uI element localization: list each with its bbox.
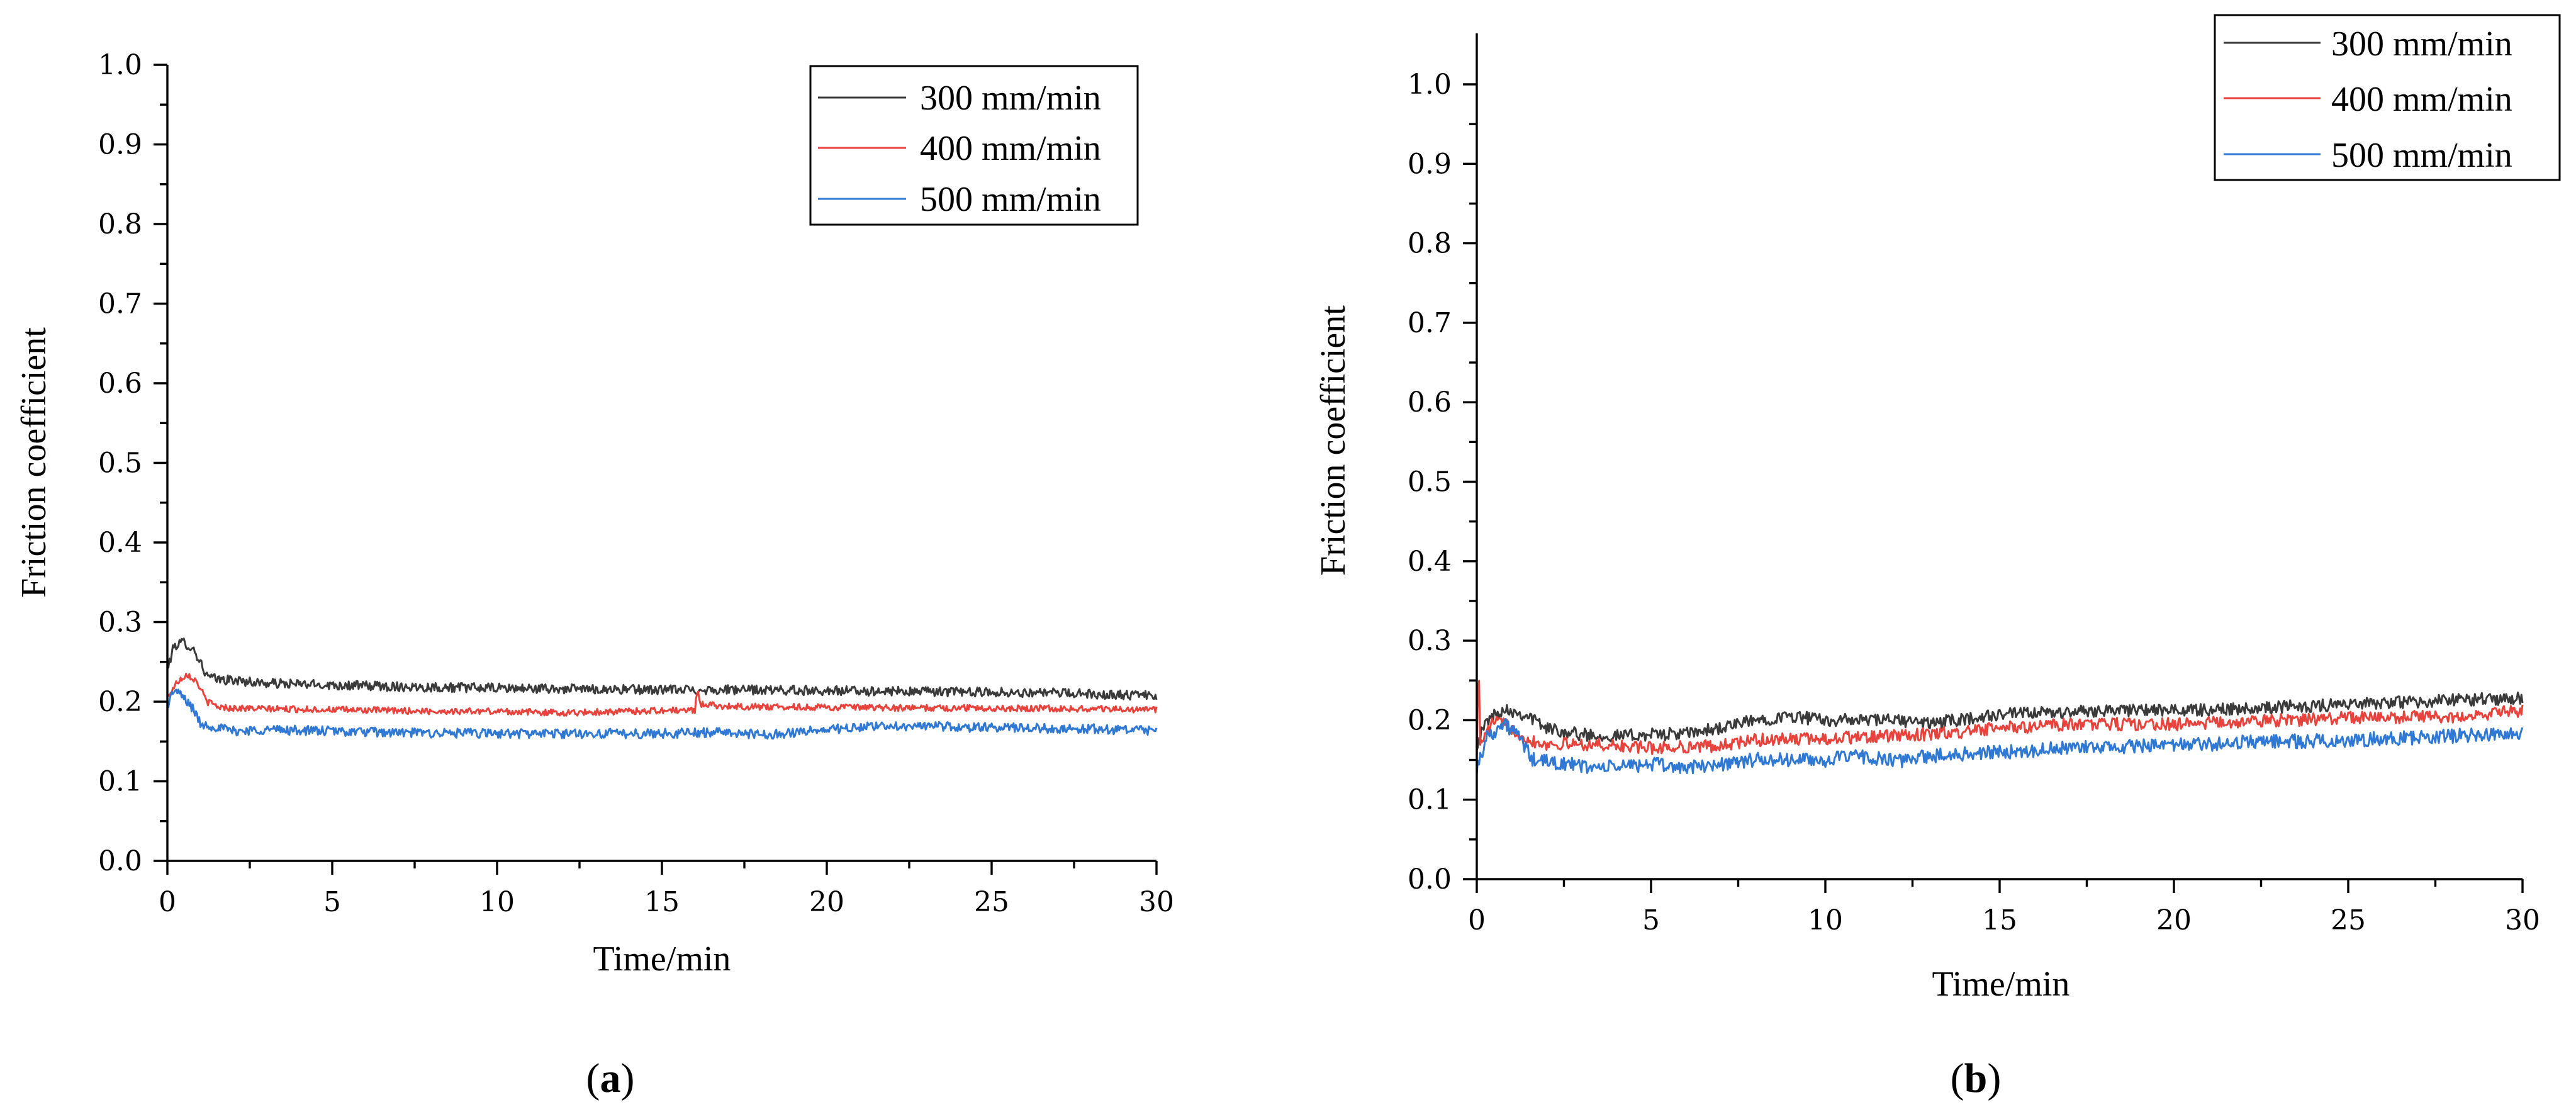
y-tick-label: 0.5 — [98, 447, 142, 480]
legend-label-b-400: 400 mm/min — [2331, 80, 2512, 119]
x-tick-label: 20 — [2156, 904, 2192, 936]
x-tick-label: 10 — [479, 886, 515, 918]
y-tick-label: 0.0 — [98, 845, 142, 877]
series-layer-a — [166, 637, 1158, 740]
x-tick-label: 20 — [809, 886, 844, 918]
panel-label-a: (a) — [586, 1055, 635, 1101]
y-tick-label: 0.9 — [1408, 148, 1452, 180]
y-tick-label: 0.5 — [1408, 466, 1452, 498]
panel-label-b-letter: b — [1964, 1055, 1988, 1101]
y-tick-label: 0.6 — [98, 368, 142, 400]
ticks-a: 0.0 0.1 0.2 0.3 0.4 0.5 0.6 0.7 0.8 0.9 1.0 0 5 10 15 2… — [98, 49, 1174, 918]
legend-label-a-400: 400 mm/min — [920, 129, 1101, 168]
series-line-b-1 — [1476, 680, 2524, 758]
y-tick-label: 0.9 — [98, 129, 142, 161]
series-line-b-0 — [1476, 691, 2524, 751]
y-tick-label: 0.1 — [98, 766, 142, 798]
x-tick-label: 30 — [2505, 904, 2540, 936]
y-axis-title-a: Friction coefficient — [14, 327, 53, 598]
y-tick-label: 0.2 — [98, 686, 142, 718]
x-tick-label: 30 — [1139, 886, 1174, 918]
x-tick-label: 10 — [1808, 904, 1843, 936]
ticks-b: 0.0 0.1 0.2 0.3 0.4 0.5 0.6 0.7 0.8 0.9 1.0 0 5 10 15 2… — [1408, 69, 2540, 936]
y-tick-label: 0.3 — [98, 607, 142, 639]
y-tick-label: 0.4 — [98, 527, 142, 559]
x-tick-label: 0 — [1468, 904, 1486, 936]
legend-b: 300 mm/min 400 mm/min 500 mm/min — [2214, 14, 2561, 181]
legend-label-b-300: 300 mm/min — [2331, 25, 2512, 64]
x-axis-title-b: Time/min — [1932, 965, 2070, 1004]
x-tick-label: 5 — [323, 886, 341, 918]
y-tick-label: 0.8 — [98, 208, 142, 240]
legend-a: 300 mm/min 400 mm/min 500 mm/min — [809, 65, 1139, 226]
x-tick-label: 5 — [1642, 904, 1660, 936]
x-tick-label: 25 — [974, 886, 1009, 918]
y-axis-title-b: Friction coefficient — [1314, 305, 1353, 576]
series-line-a-0 — [166, 637, 1158, 701]
series-layer-b — [1476, 680, 2524, 775]
series-line-b-2 — [1476, 718, 2524, 775]
x-tick-label: 15 — [644, 886, 680, 918]
y-tick-label: 0.3 — [1408, 625, 1452, 657]
y-tick-label: 0.7 — [1408, 307, 1452, 339]
x-tick-label: 15 — [1982, 904, 2017, 936]
x-axis-title-a: Time/min — [593, 940, 731, 979]
chart-panel-b: 0.0 0.1 0.2 0.3 0.4 0.5 0.6 0.7 0.8 0.9 1.0 0 5 10 15 2… — [1314, 14, 2561, 1101]
y-tick-label: 0.8 — [1408, 228, 1452, 260]
x-tick-label: 25 — [2331, 904, 2366, 936]
y-tick-label: 1.0 — [1408, 69, 1452, 101]
y-tick-label: 0.4 — [1408, 546, 1452, 578]
panel-label-b: (b) — [1951, 1055, 2002, 1101]
series-line-a-2 — [166, 688, 1158, 740]
legend-label-b-500: 500 mm/min — [2331, 136, 2512, 175]
panel-label-a-letter: a — [600, 1055, 621, 1101]
y-tick-label: 0.0 — [1408, 863, 1452, 896]
y-tick-label: 0.6 — [1408, 386, 1452, 418]
legend-label-a-300: 300 mm/min — [920, 79, 1101, 118]
y-tick-label: 1.0 — [98, 49, 142, 81]
series-line-a-1 — [166, 673, 1158, 717]
legend-label-a-500: 500 mm/min — [920, 180, 1101, 219]
x-tick-label: 0 — [159, 886, 176, 918]
chart-panel-a: 0.0 0.1 0.2 0.3 0.4 0.5 0.6 0.7 0.8 0.9 1.0 0 5 10 15 2… — [14, 49, 1174, 1101]
y-tick-label: 0.7 — [98, 288, 142, 320]
y-tick-label: 0.1 — [1408, 784, 1452, 816]
y-tick-label: 0.2 — [1408, 704, 1452, 736]
